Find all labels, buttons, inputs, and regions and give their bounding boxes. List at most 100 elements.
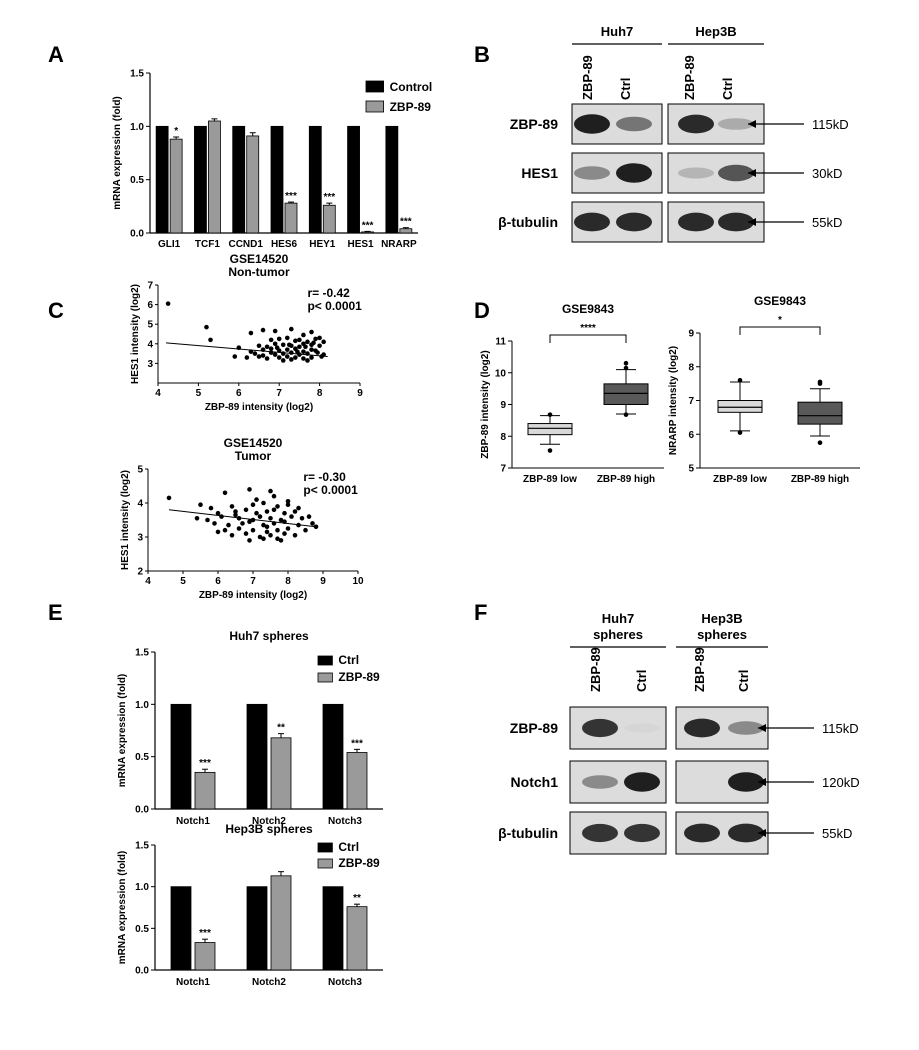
scatter-point xyxy=(248,330,254,336)
y-tick-label: 0.0 xyxy=(135,805,149,816)
scatter-point xyxy=(226,522,231,528)
scatter-point xyxy=(247,519,252,524)
bar xyxy=(170,703,192,810)
scatter-point xyxy=(301,332,306,338)
outlier-point xyxy=(547,448,553,453)
scatter-point xyxy=(204,324,209,330)
y-tick-label: 0.5 xyxy=(130,175,144,186)
scatter-point xyxy=(275,504,280,509)
panel-letter-b: B xyxy=(474,42,490,67)
x-tick-label: 7 xyxy=(276,388,282,399)
x-axis-title: ZBP-89 intensity (log2) xyxy=(199,590,307,601)
blot-band xyxy=(728,772,764,792)
bar xyxy=(270,125,284,234)
blot-row-label: Notch1 xyxy=(511,774,559,790)
scatter-point xyxy=(252,351,258,356)
regression-line xyxy=(166,342,328,358)
bar xyxy=(385,125,399,234)
y-tick-label: 4 xyxy=(147,339,153,350)
panel-e-bar-hep3b-spheres: 0.0 0.5 1.0 1.5 *** Notch1 Notch2 ** Notch3 mRNA … xyxy=(117,822,383,988)
scatter-point xyxy=(292,509,298,514)
scatter-point xyxy=(306,514,312,519)
scatter-point xyxy=(310,521,315,526)
y-tick-label: 3 xyxy=(147,359,153,370)
significance-label: *** xyxy=(362,220,374,231)
scatter-point xyxy=(289,357,294,362)
significance-label: *** xyxy=(323,192,335,203)
y-tick-label: 3 xyxy=(137,533,143,544)
blot-band xyxy=(684,823,720,843)
blot-group-label: Hep3B xyxy=(701,611,742,626)
blot-band xyxy=(582,775,618,789)
scatter-point xyxy=(276,336,282,342)
scatter-point xyxy=(260,327,266,333)
chart-title: GSE9843 xyxy=(754,294,806,308)
category-label: HES6 xyxy=(271,239,298,250)
bar xyxy=(170,886,192,971)
size-arrow-head xyxy=(758,829,766,837)
scatter-point xyxy=(212,521,217,526)
scatter-point xyxy=(278,517,284,523)
lane-label: ZBP-89 xyxy=(580,55,595,100)
panel-a-bar-chart: 0.0 0.5 1.0 1.5 * GLI1 TCF1 CCND1 *** HES6 *** HEY1… xyxy=(112,69,432,251)
scatter-point xyxy=(272,341,278,347)
outlier-point xyxy=(817,379,823,385)
outlier-point xyxy=(817,440,823,445)
blot-band xyxy=(624,772,660,792)
scatter-point xyxy=(268,488,273,494)
scatter-point xyxy=(280,351,286,356)
x-tick-label: 10 xyxy=(352,576,364,587)
scatter-point xyxy=(257,514,263,519)
y-tick-label: 0.5 xyxy=(135,924,149,935)
lane-label: Ctrl xyxy=(634,670,649,692)
scatter-point xyxy=(299,516,305,521)
size-label: 115kD xyxy=(812,117,849,132)
scatter-point xyxy=(284,347,290,352)
y-tick-label: 6 xyxy=(688,430,694,441)
x-tick-label: 9 xyxy=(357,388,363,399)
box xyxy=(603,383,649,405)
y-tick-label: 1.0 xyxy=(135,882,149,893)
scatter-point xyxy=(274,345,280,351)
scatter-point xyxy=(280,358,286,363)
scatter-point xyxy=(254,510,259,516)
regression-line xyxy=(168,509,317,528)
y-axis-title: NRARP intensity (log2) xyxy=(668,346,679,455)
scatter-point xyxy=(305,339,310,345)
scatter-point xyxy=(301,349,306,354)
category-label: ZBP-89 high xyxy=(791,474,849,485)
bar xyxy=(194,125,207,234)
bar xyxy=(169,138,183,234)
x-tick-label: 8 xyxy=(285,576,291,587)
scatter-point xyxy=(282,531,287,536)
scatter-point xyxy=(285,499,291,504)
scatter-point xyxy=(250,527,256,533)
size-label: 115kD xyxy=(822,721,859,736)
lane-label: ZBP-89 xyxy=(692,647,707,692)
outlier-point xyxy=(623,412,629,417)
bar xyxy=(399,228,413,234)
y-tick-label: 8 xyxy=(500,432,506,443)
scatter-point xyxy=(272,352,278,357)
chart-title: GSE9843 xyxy=(562,302,614,316)
chart-subtitle: Non-tumor xyxy=(228,265,290,279)
scatter-point xyxy=(268,337,274,343)
bar xyxy=(208,120,221,234)
x-tick-label: 4 xyxy=(145,576,151,587)
chart-title: GSE14520 xyxy=(230,252,289,266)
scatter-point xyxy=(254,497,259,502)
y-tick-label: 1.5 xyxy=(135,648,149,659)
blot-band xyxy=(718,164,754,182)
category-label: NRARP xyxy=(381,239,417,250)
size-label: 30kD xyxy=(812,166,842,181)
y-tick-label: 1.0 xyxy=(135,700,149,711)
scatter-point xyxy=(317,335,322,341)
category-label: HES1 xyxy=(348,239,375,250)
x-tick-label: 7 xyxy=(250,576,256,587)
significance-label: **** xyxy=(580,323,596,334)
scatter-point xyxy=(309,355,314,360)
scatter-point xyxy=(247,538,252,543)
chart-subtitle: Tumor xyxy=(235,449,272,463)
scatter-point xyxy=(284,335,290,341)
